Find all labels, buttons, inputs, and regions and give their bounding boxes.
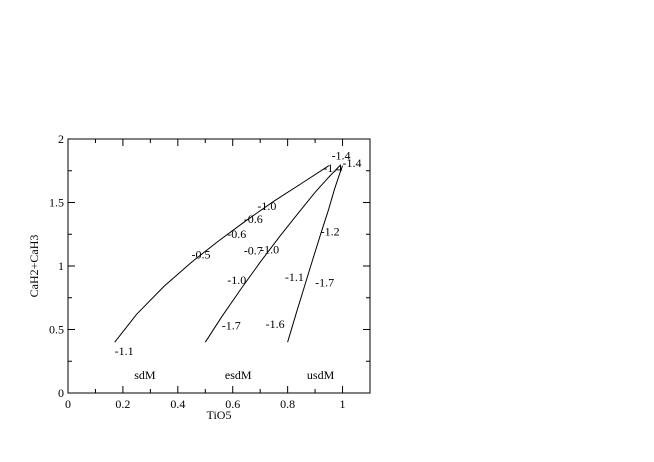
y-tick-label: 1: [58, 259, 64, 273]
region-label: esdM: [225, 368, 252, 382]
metallicity-label: -1.2: [321, 225, 340, 239]
metallicity-label: -0.6: [244, 212, 263, 226]
x-tick-label: 0.6: [225, 397, 240, 411]
y-tick-label: 2: [58, 132, 64, 146]
metallicity-label: -1.0: [227, 273, 246, 287]
series-line-2: [204, 165, 341, 343]
metallicity-label: -1.4: [343, 156, 362, 170]
annotations: -1.1-0.5-0.6-0.6-1.0-1.4-1.4-1.4-1.0-0.7…: [115, 148, 362, 358]
y-tick-label: 0.5: [49, 323, 64, 337]
x-tick-label: 0: [65, 397, 71, 411]
x-axis-label: TiO5: [207, 408, 232, 422]
series-line-1: [114, 165, 330, 343]
curves: [114, 165, 343, 343]
x-tick-label: 0.4: [170, 397, 185, 411]
metallicity-label: -1.6: [266, 317, 285, 331]
region-label: sdM: [134, 368, 156, 382]
x-tick-label: 1: [340, 397, 346, 411]
metallicity-label: -1.0: [260, 242, 279, 256]
metallicity-label: -1.7: [222, 319, 241, 333]
y-tick-label: 1.5: [49, 196, 64, 210]
metallicity-label: -1.4: [323, 161, 342, 175]
plot-frame: [67, 138, 371, 394]
metallicity-label: -1.1: [115, 344, 134, 358]
metallicity-label: -0.6: [227, 227, 246, 241]
y-tick-label: 0: [58, 386, 64, 400]
regions: sdM esdM usdM: [134, 368, 334, 382]
x-tick-label: 0.2: [115, 397, 130, 411]
x-tick-label: 0.8: [280, 397, 295, 411]
metallicity-label: -0.7: [244, 244, 263, 258]
metallicity-label: -1.4: [332, 148, 351, 162]
region-label: usdM: [307, 368, 335, 382]
series-line-3: [287, 165, 343, 343]
ticks: [67, 138, 371, 394]
y-axis-label: CaH2+CaH3: [27, 235, 41, 298]
tick-labels: 0 0.2 0.4 0.6 0.8 1 0 0.5 1 1.5 2: [49, 132, 346, 411]
metallicity-label: -1.0: [257, 199, 276, 213]
metallicity-label: -1.1: [285, 270, 304, 284]
metallicity-label: -0.5: [192, 247, 211, 261]
metallicity-label: -1.7: [315, 275, 334, 289]
